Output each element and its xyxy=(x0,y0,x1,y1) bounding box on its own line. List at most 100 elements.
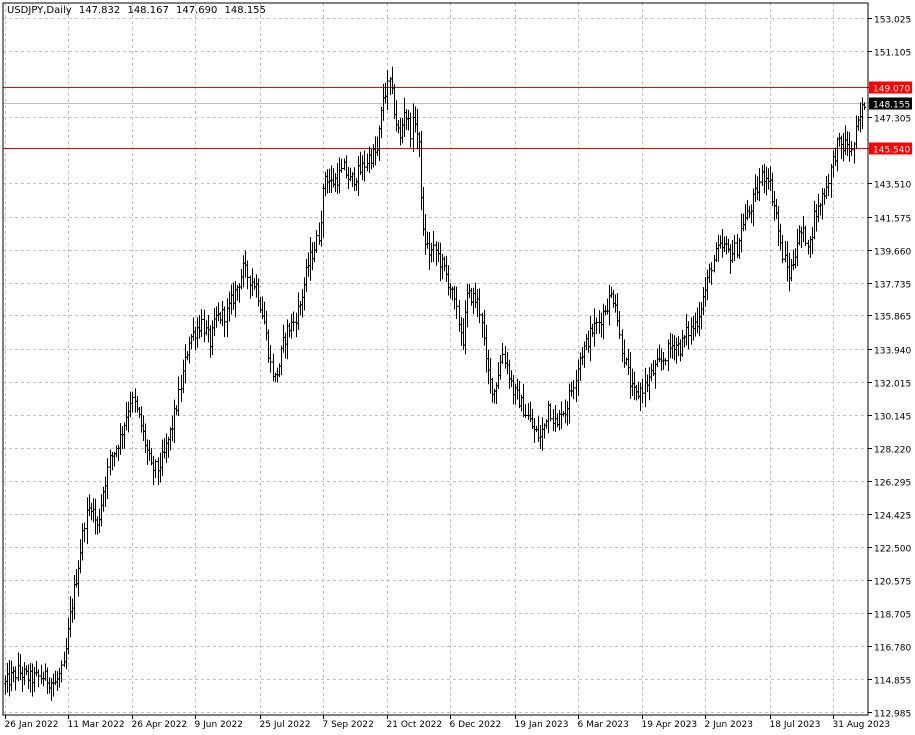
ohlc-bar xyxy=(363,150,366,182)
ohlc-bar xyxy=(186,351,189,361)
ohlc-bar xyxy=(414,106,417,133)
ohlc-bar xyxy=(249,275,252,299)
ohlc-bar xyxy=(244,250,247,278)
y-tick-label: 128.220 xyxy=(874,446,911,456)
ohlc-bar xyxy=(710,262,713,285)
ohlc-bar xyxy=(401,117,404,144)
ohlc-bar xyxy=(623,339,626,368)
x-tick-label: 26 Jan 2022 xyxy=(5,720,59,730)
ohlc-bar xyxy=(88,494,91,517)
ohlc-bar xyxy=(740,213,743,253)
y-tick-label: 120.575 xyxy=(874,578,911,588)
ohlc-bar xyxy=(361,155,364,181)
ohlc-bar xyxy=(518,381,521,409)
ohlc-bar xyxy=(255,274,258,298)
ohlc-bar xyxy=(625,357,628,366)
ohlc-bar xyxy=(478,288,481,324)
ohlc-bar xyxy=(832,150,835,178)
x-tick-label: 31 Aug 2023 xyxy=(833,720,891,730)
ohlc-bar xyxy=(775,198,778,220)
y-tick-label: 135.865 xyxy=(874,313,911,323)
ohlc-bar xyxy=(552,409,555,432)
ohlc-bar xyxy=(489,357,492,394)
ohlc-bar xyxy=(75,569,78,588)
ohlc-bar xyxy=(566,401,569,426)
ohlc-bar xyxy=(194,326,197,351)
ohlc-bar xyxy=(232,282,235,310)
ohlc-bar xyxy=(545,419,548,429)
ohlc-bar xyxy=(792,249,795,271)
ohlc-bar xyxy=(470,287,473,306)
ohlc-bar xyxy=(8,660,11,697)
ohlc-bar xyxy=(533,418,536,443)
level-label: 145.540 xyxy=(873,146,910,156)
ohlc-bar xyxy=(706,269,709,301)
ohlc-bar xyxy=(786,241,789,282)
ohlc-bar xyxy=(98,508,101,533)
ohlc-bar xyxy=(228,291,231,322)
ohlc-bar xyxy=(286,319,289,360)
ohlc-bar xyxy=(430,242,433,263)
ohlc-bar xyxy=(409,112,412,148)
ohlc-bar xyxy=(846,131,849,157)
ohlc-bar xyxy=(777,205,780,247)
ohlc-bar xyxy=(767,168,770,190)
ohlc-bar xyxy=(460,316,463,347)
ohlc-bar xyxy=(736,233,739,258)
ohlc-bar xyxy=(455,286,458,319)
ohlc-bar xyxy=(577,359,580,397)
ohlc-bar xyxy=(79,539,82,574)
ohlc-bar xyxy=(123,422,126,449)
ohlc-bar xyxy=(27,664,30,690)
ohlc-bar xyxy=(171,415,174,442)
x-axis: 26 Jan 2022 11 Mar 2022 26 Apr 2022 9 Jun 2… xyxy=(5,715,891,730)
ohlc-bar xyxy=(48,677,51,694)
ohlc-bar xyxy=(274,372,277,382)
ohlc-bar xyxy=(675,337,678,364)
ohlc-bar xyxy=(432,230,435,262)
ohlc-bar xyxy=(669,332,672,359)
ohlc-bar xyxy=(177,376,180,416)
ohlc-bar xyxy=(731,240,734,263)
y-tick-label: 141.575 xyxy=(874,215,911,225)
ohlc-bar xyxy=(575,369,578,403)
ohlc-bar xyxy=(420,131,423,211)
chart-header: USDJPY,Daily 147.832 148.167 147.690 148… xyxy=(7,5,270,16)
ohlc-bar xyxy=(144,423,147,454)
ohlc-bar xyxy=(677,336,680,357)
ohlc-bar xyxy=(660,348,663,371)
ohlc-bar xyxy=(435,241,438,266)
ohlc-bar xyxy=(121,426,124,450)
ohlc-bar xyxy=(491,377,494,403)
ohlc-bar xyxy=(223,306,226,338)
ohlc-bar xyxy=(129,391,132,418)
ohlc-bar xyxy=(336,163,339,195)
ohlc-bar xyxy=(386,70,389,110)
x-tick-label: 6 Dec 2022 xyxy=(450,720,502,730)
ohlc-bar xyxy=(641,378,644,404)
ohlc-bar xyxy=(621,329,624,363)
ohlc-bar xyxy=(840,135,843,160)
ohlc-bar xyxy=(499,354,502,380)
ohlc-bar xyxy=(395,100,398,132)
ohlc-bar xyxy=(200,309,203,337)
plot-frame xyxy=(2,2,869,716)
ohlc-bar xyxy=(771,172,774,207)
ohlc-bar xyxy=(343,158,346,171)
current-price-label-bg xyxy=(869,97,912,110)
ohlc-bar xyxy=(472,287,475,314)
ohlc-bar xyxy=(742,213,745,232)
ohlc-bar xyxy=(635,384,638,401)
ohlc-bar xyxy=(769,166,772,191)
ohlc-bar xyxy=(269,345,272,373)
ohlc-bar xyxy=(796,228,799,267)
close-value: 148.155 xyxy=(224,5,266,16)
ohlc-bar xyxy=(389,76,392,96)
ohlc-bar xyxy=(788,252,791,292)
ohlc-bar xyxy=(303,277,306,311)
ohlc-bar xyxy=(481,312,484,338)
ohlc-bar xyxy=(721,228,724,258)
ohlc-bar xyxy=(765,166,768,196)
y-tick-label: 114.855 xyxy=(874,677,911,687)
